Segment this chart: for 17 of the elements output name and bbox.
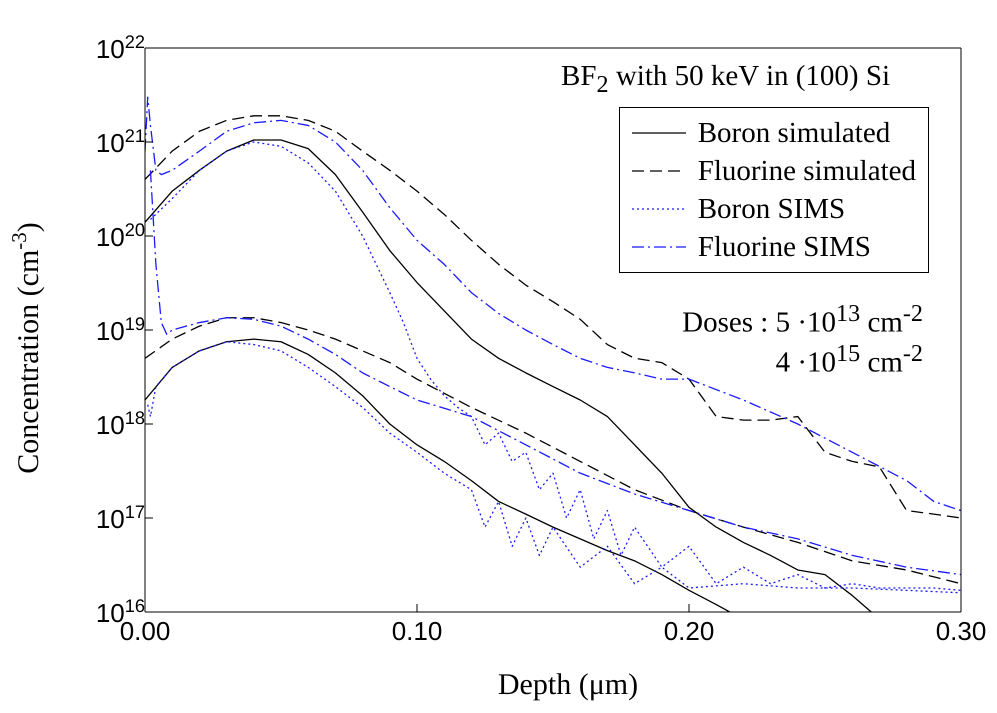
x-tick-label: 0.30 [936, 616, 986, 646]
annotation: BF$_{2}$ with 50 keV in (100) Si [561, 60, 890, 99]
y-tick-label: 10$^{22}$ [96, 32, 145, 64]
y-tick-label: 10$^{20}$ [96, 220, 145, 252]
annotation: 4 ·10$^{15}$ cm$^{-2}$ [776, 340, 923, 380]
x-tick-label: 0.10 [392, 616, 442, 646]
y-tick-label: 10$^{19}$ [96, 314, 145, 346]
legend-label: Fluorine SIMS [698, 230, 871, 265]
x-axis-title: Depth (μm) [498, 668, 638, 701]
y-tick-label: 10$^{17}$ [96, 502, 145, 534]
y-tick-label: 10$^{21}$ [96, 126, 145, 158]
legend-label: Boron SIMS [698, 192, 846, 227]
annotation: Doses : 5 ·10$^{13}$ cm$^{-2}$ [682, 300, 923, 340]
y-tick-label: 10$^{18}$ [96, 408, 145, 440]
legend-label: Boron simulated [698, 116, 890, 151]
x-tick-label: 0.20 [664, 616, 714, 646]
legend-label: Fluorine simulated [698, 154, 916, 189]
